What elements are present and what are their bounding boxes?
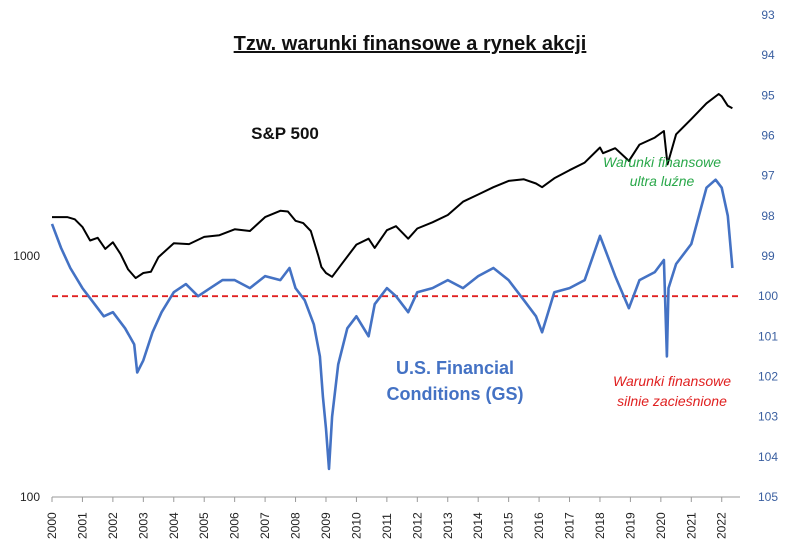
- loose-annotation-line1: Warunki finansowe: [603, 154, 721, 170]
- right-tick-label: 98: [761, 209, 775, 223]
- right-tick-label: 103: [758, 410, 778, 424]
- right-tick-label: 99: [761, 249, 775, 263]
- x-tick-label: 2012: [410, 512, 424, 539]
- sp500-label: S&P 500: [251, 124, 319, 143]
- x-tick-label: 2018: [593, 512, 607, 539]
- right-tick-label: 101: [758, 329, 778, 343]
- tight-annotation-line2: silnie zacieśnione: [617, 393, 727, 409]
- x-tick-label: 2005: [197, 512, 211, 539]
- series-line-sp500: [52, 93, 733, 280]
- right-tick-label: 95: [761, 88, 775, 102]
- right-tick-label: 100: [758, 289, 778, 303]
- x-tick-label: 2002: [106, 512, 120, 539]
- x-tick-label: 2001: [75, 512, 89, 539]
- fc-label-line1: U.S. Financial: [396, 358, 514, 378]
- x-tick-label: 2014: [471, 512, 485, 539]
- chart-title: Tzw. warunki finansowe a rynek akcji: [234, 33, 587, 55]
- x-tick-label: 2016: [532, 512, 546, 539]
- x-tick-label: 2006: [228, 512, 242, 539]
- series-line-financial-conditions: [50, 178, 734, 471]
- x-tick-label: 2021: [684, 512, 698, 539]
- right-tick-label: 105: [758, 490, 778, 504]
- x-tick-label: 2011: [380, 513, 394, 539]
- x-tick-label: 2019: [623, 512, 637, 539]
- left-tick-label: 1000: [13, 249, 40, 263]
- x-tick-label: 2000: [45, 512, 59, 539]
- right-tick-label: 94: [761, 48, 775, 62]
- right-tick-label: 104: [758, 450, 778, 464]
- x-tick-label: 2010: [349, 512, 363, 539]
- left-axis: 100 1000: [13, 249, 40, 504]
- x-tick-label: 2007: [258, 512, 272, 539]
- fc-label-line2: Conditions (GS): [387, 384, 524, 404]
- right-tick-label: 102: [758, 370, 778, 384]
- x-tick-label: 2015: [502, 512, 516, 539]
- right-tick-label: 96: [761, 129, 775, 143]
- right-axis: 93 94 95 96 97 98 99 100 101 102 103 104 105: [758, 8, 778, 504]
- x-tick-label: 2017: [563, 512, 577, 539]
- x-tick-label: 2004: [167, 512, 181, 539]
- tight-annotation-line1: Warunki finansowe: [613, 373, 731, 389]
- x-tick-label: 2022: [715, 512, 729, 539]
- x-axis: 2000 2001 2002 2003 2004 2005 2006 2007 2008 2009…: [45, 497, 729, 539]
- left-tick-label: 100: [20, 490, 40, 504]
- x-tick-label: 2003: [136, 512, 150, 539]
- loose-annotation-line2: ultra luźne: [630, 173, 695, 189]
- x-tick-label: 2020: [654, 512, 668, 539]
- x-tick-label: 2008: [289, 512, 303, 539]
- x-tick-label: 2013: [441, 512, 455, 539]
- right-tick-label: 97: [761, 169, 775, 183]
- x-tick-label: 2009: [319, 512, 333, 539]
- right-tick-label: 93: [761, 8, 775, 22]
